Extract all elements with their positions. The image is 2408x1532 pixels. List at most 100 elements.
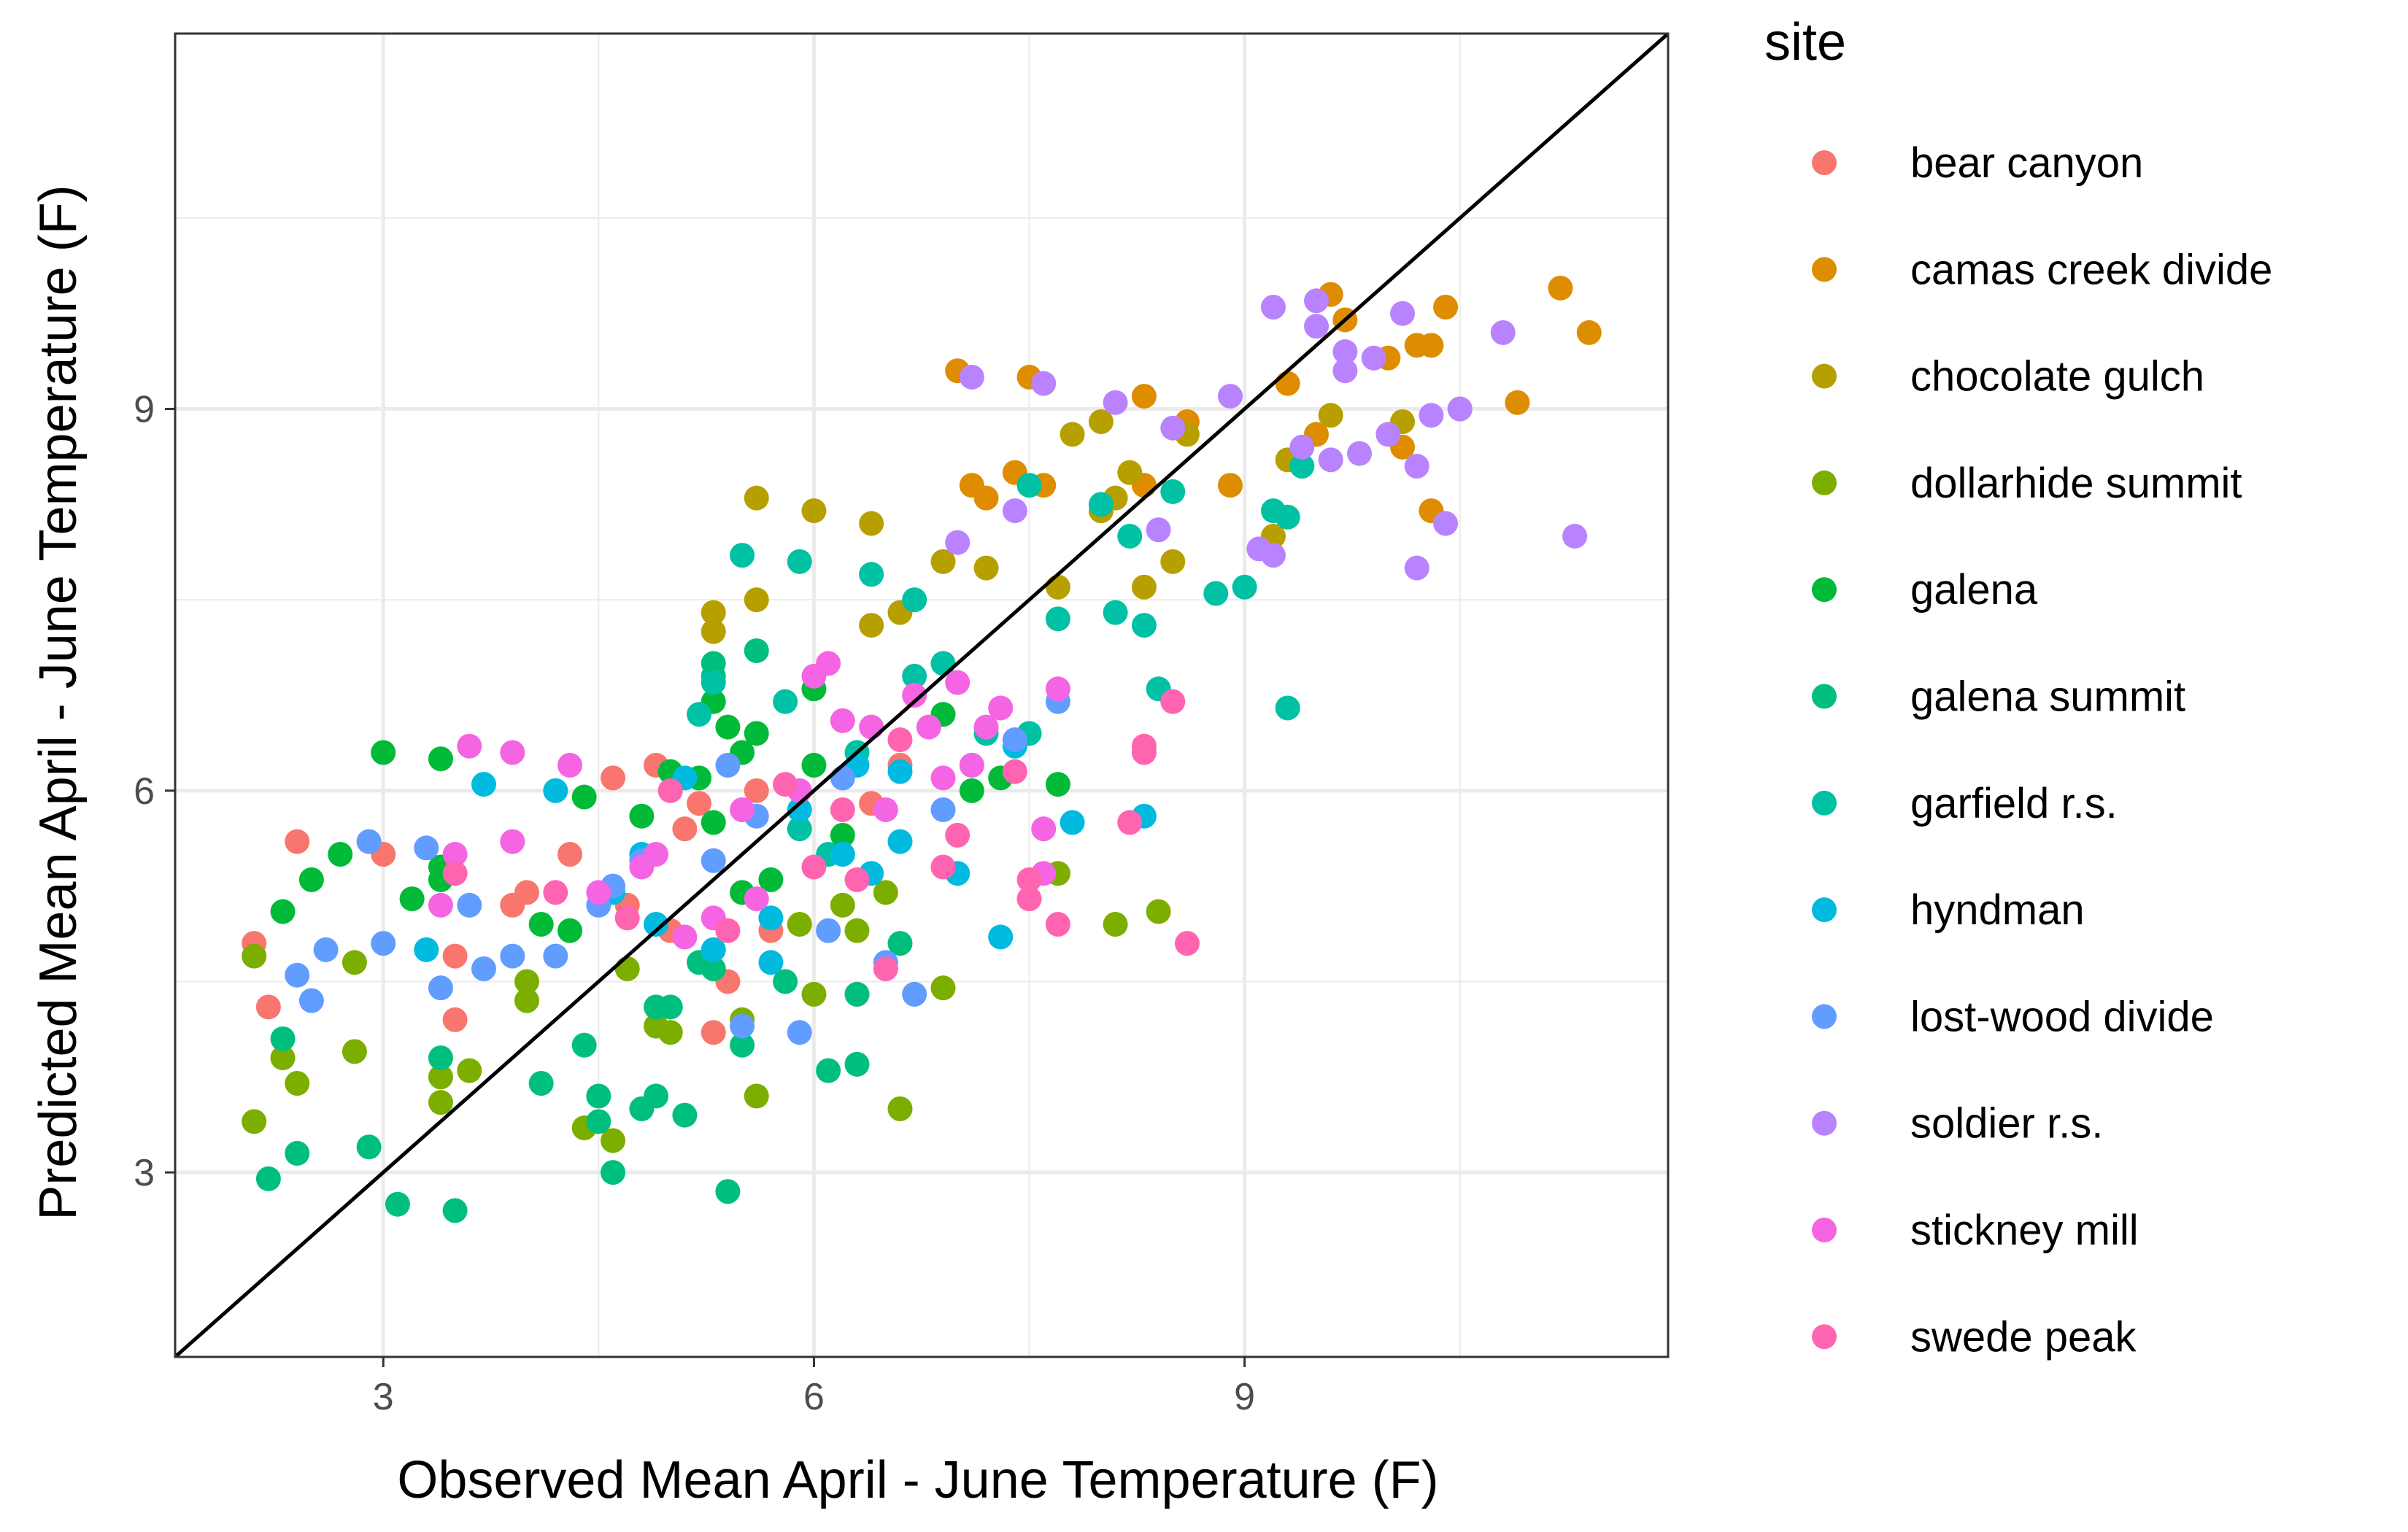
data-point [1045,911,1070,937]
data-point [571,784,597,810]
data-point [672,816,698,842]
data-point [902,981,927,1007]
data-point [442,861,468,886]
legend-key [1812,363,1837,389]
data-point [341,950,367,975]
legend-label: soldier r.s. [1910,1100,2103,1148]
data-point [428,1090,453,1115]
y-tick-label: 6 [134,770,155,813]
data-point [887,829,913,854]
data-point [873,880,898,905]
legend-key [1812,1324,1837,1350]
series-swede-peak [442,689,1200,982]
data-point [715,752,741,778]
data-point [844,1051,870,1077]
data-point [557,842,583,867]
data-point [902,663,927,689]
data-point [773,772,798,797]
data-point [1131,574,1157,600]
data-point [859,714,884,740]
data-point [744,485,769,511]
data-point [528,1070,554,1096]
data-point [356,1134,382,1160]
data-point [1419,333,1444,358]
x-tick-label: 9 [1234,1376,1255,1418]
data-point [959,364,984,390]
data-point [500,943,525,969]
legend-entry: galena [1812,566,2038,614]
data-point [500,829,525,854]
data-point [1088,409,1114,434]
data-point [1103,390,1128,415]
data-point [1375,422,1401,447]
legend-label: stickney mill [1910,1207,2139,1254]
data-point [701,956,726,982]
data-point [715,714,741,740]
data-point [830,708,855,733]
data-point [270,1045,296,1071]
data-point [930,975,956,1001]
data-point [1260,295,1286,320]
data-point [442,1007,468,1032]
data-point [285,962,310,988]
data-point [1045,574,1070,600]
data-point [930,797,956,822]
data-point [830,892,855,918]
series-dollarhide-summit [242,861,1171,1153]
legend-label: chocolate gulch [1910,353,2204,401]
data-point [816,1058,841,1083]
data-point [500,740,525,765]
data-point [730,543,755,568]
data-point [298,988,324,1013]
data-point [859,511,884,536]
y-tick-label: 3 [134,1152,155,1194]
data-point [701,651,726,676]
data-point [945,822,970,848]
data-point [1260,543,1286,568]
data-point [1304,314,1330,339]
data-point [657,778,683,803]
data-point [1117,810,1143,835]
legend-label: hyndman [1910,886,2085,934]
data-point [457,733,482,759]
data-point [701,619,726,644]
legend-entry: lost-wood divide [1812,993,2214,1040]
data-point [242,1109,267,1134]
data-point [844,867,870,892]
data-point [787,816,812,842]
legend-label: dollarhide summit [1910,460,2242,507]
data-point [773,689,798,714]
data-point [285,1070,310,1096]
data-point [787,1020,812,1045]
data-point [1275,371,1300,396]
data-point [701,810,726,835]
data-point [1275,504,1300,530]
data-point [586,880,611,905]
data-point [1131,384,1157,409]
legend-label: camas creek divide [1910,246,2272,293]
data-point [285,1140,310,1166]
data-point [514,969,539,994]
x-tick-label: 6 [803,1376,825,1418]
data-point [614,905,640,931]
data-point [414,835,439,861]
data-point [657,994,683,1020]
data-point [1404,454,1429,479]
data-point [701,670,726,695]
data-point [930,854,956,880]
data-point [1131,740,1157,765]
legend-entry: dollarhide summit [1812,460,2242,507]
data-point [816,651,841,676]
data-point [1490,320,1516,345]
data-point [701,600,726,625]
data-point [471,956,496,982]
data-point [1217,384,1243,409]
data-point [270,899,296,924]
legend-key [1812,684,1837,709]
data-point [744,638,769,663]
data-point [514,988,539,1013]
data-point [701,1020,726,1045]
data-point [557,918,583,943]
data-point [887,1096,913,1121]
data-point [644,842,669,867]
